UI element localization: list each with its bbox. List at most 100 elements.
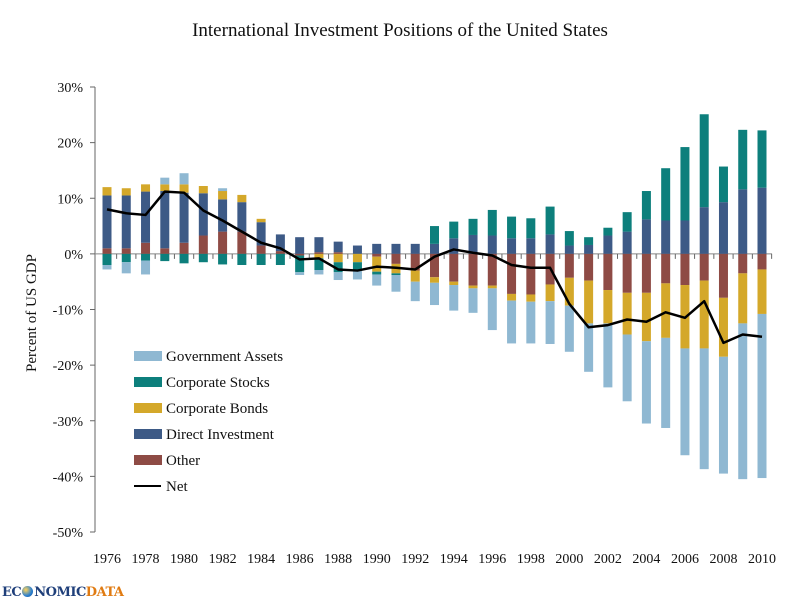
- x-tick-label: 2008: [709, 552, 737, 567]
- bar-government-assets-1998: [526, 301, 536, 344]
- bar-direct-investment-1981: [198, 193, 208, 236]
- bar-direct-investment-2003: [622, 231, 632, 254]
- net-line-group: [106, 190, 763, 345]
- bar-corporate-stocks-1999: [545, 206, 555, 235]
- bar-direct-investment-1980: [179, 192, 189, 243]
- bar-direct-investment-1994: [449, 238, 459, 254]
- bar-direct-investment-1987: [314, 237, 324, 253]
- legend-label-corporate-stocks: Corporate Stocks: [166, 375, 270, 391]
- legend-label-net: Net: [166, 479, 188, 495]
- chart-title: International Investment Positions of th…: [192, 20, 608, 41]
- bar-government-assets-1980: [179, 173, 189, 185]
- bar-other-1985: [275, 251, 285, 254]
- bar-other-1988: [333, 252, 343, 254]
- bar-direct-investment-2008: [718, 202, 728, 254]
- bar-other-1980: [179, 242, 189, 254]
- bar-corporate-stocks-1998: [526, 218, 536, 239]
- bar-other-1983: [237, 231, 247, 254]
- bar-other-2000: [564, 253, 574, 278]
- bar-corporate-bonds-2008: [718, 297, 728, 357]
- bar-corporate-stocks-1988: [333, 262, 343, 273]
- bar-direct-investment-2000: [564, 245, 574, 254]
- bar-other-2008: [718, 253, 728, 298]
- bar-corporate-bonds-2002: [603, 290, 613, 324]
- bar-corporate-bonds-1992: [410, 270, 420, 282]
- bar-other-2003: [622, 253, 632, 293]
- bar-direct-investment-1977: [121, 195, 131, 249]
- bar-other-2004: [641, 253, 651, 293]
- bar-direct-investment-2001: [584, 244, 594, 254]
- bar-other-2001: [584, 253, 594, 281]
- bar-government-assets-1982: [218, 188, 228, 192]
- bar-direct-investment-1991: [391, 243, 401, 254]
- bar-direct-investment-1989: [352, 245, 362, 254]
- bar-other-1986: [295, 253, 305, 256]
- bar-direct-investment-2010: [757, 187, 767, 254]
- x-tick-label: 1990: [363, 552, 391, 567]
- bar-corporate-bonds-2009: [738, 273, 748, 324]
- bar-other-2010: [757, 253, 767, 270]
- y-tick-label: -10%: [53, 304, 84, 319]
- bar-direct-investment-1979: [160, 191, 170, 249]
- bar-corporate-bonds-1997: [507, 293, 517, 301]
- bar-corporate-bonds-1996: [487, 285, 497, 289]
- bar-government-assets-2004: [641, 341, 651, 424]
- bar-corporate-bonds-2000: [564, 277, 574, 306]
- bar-corporate-stocks-1976: [102, 253, 112, 265]
- bar-corporate-stocks-1987: [314, 258, 324, 271]
- bar-corporate-bonds-2003: [622, 292, 632, 335]
- bar-government-assets-1997: [507, 300, 517, 344]
- y-axis-label: Percent of US GDP: [24, 254, 40, 372]
- bar-direct-investment-1982: [218, 199, 228, 232]
- bar-other-1981: [198, 235, 208, 254]
- bar-direct-investment-1997: [507, 238, 517, 254]
- x-tick-label: 2004: [632, 552, 660, 567]
- bar-other-1984: [256, 245, 266, 254]
- x-tick-label: 2010: [748, 552, 776, 567]
- y-tick-label: -20%: [53, 359, 84, 374]
- bar-government-assets-2009: [738, 323, 748, 480]
- legend: Government Assets Corporate Stocks Corpora…: [134, 349, 283, 495]
- bar-government-assets-1978: [141, 260, 151, 275]
- y-tick-label: -30%: [53, 415, 84, 430]
- logo-prefix: EC: [2, 585, 22, 600]
- bar-other-1993: [430, 253, 439, 278]
- bar-direct-investment-1996: [487, 235, 497, 254]
- x-tick-label: 1986: [286, 552, 314, 567]
- bar-corporate-stocks-1993: [430, 226, 439, 244]
- bar-government-assets-1977: [121, 262, 131, 274]
- legend-swatch-other: [134, 455, 162, 465]
- bar-government-assets-2007: [699, 348, 709, 470]
- bar-other-1998: [526, 253, 536, 295]
- bar-corporate-stocks-1991: [391, 273, 401, 276]
- bar-government-assets-2000: [564, 305, 574, 352]
- bar-other-2007: [699, 253, 709, 281]
- bar-government-assets-1989: [352, 271, 362, 280]
- bar-direct-investment-2004: [641, 219, 651, 254]
- bar-direct-investment-2002: [603, 235, 613, 254]
- bar-corporate-stocks-2007: [699, 114, 709, 208]
- bar-corporate-stocks-2010: [757, 130, 767, 188]
- bar-corporate-stocks-2001: [584, 237, 594, 245]
- bar-government-assets-2001: [584, 323, 594, 372]
- bar-government-assets-2010: [757, 313, 767, 479]
- bar-corporate-stocks-1986: [295, 255, 305, 273]
- bar-government-assets-2003: [622, 334, 632, 402]
- legend-label-direct-investment: Direct Investment: [166, 427, 275, 443]
- y-tick-label: -50%: [53, 526, 84, 541]
- bar-government-assets-1986: [295, 272, 305, 276]
- bar-direct-investment-1978: [141, 191, 151, 243]
- bar-direct-investment-1983: [237, 202, 247, 232]
- x-tick-label: 2000: [555, 552, 583, 567]
- bar-corporate-stocks-1983: [237, 253, 247, 265]
- bar-other-1991: [391, 253, 401, 264]
- bar-government-assets-1987: [314, 270, 324, 275]
- y-tick-label: 30%: [57, 81, 83, 96]
- bar-corporate-bonds-1989: [352, 253, 362, 263]
- bar-other-1992: [410, 253, 420, 271]
- bar-corporate-stocks-1996: [487, 209, 497, 236]
- bar-direct-investment-1993: [430, 243, 439, 254]
- bar-other-1977: [121, 248, 131, 254]
- bar-other-1976: [102, 248, 112, 254]
- bar-government-assets-2008: [718, 356, 728, 474]
